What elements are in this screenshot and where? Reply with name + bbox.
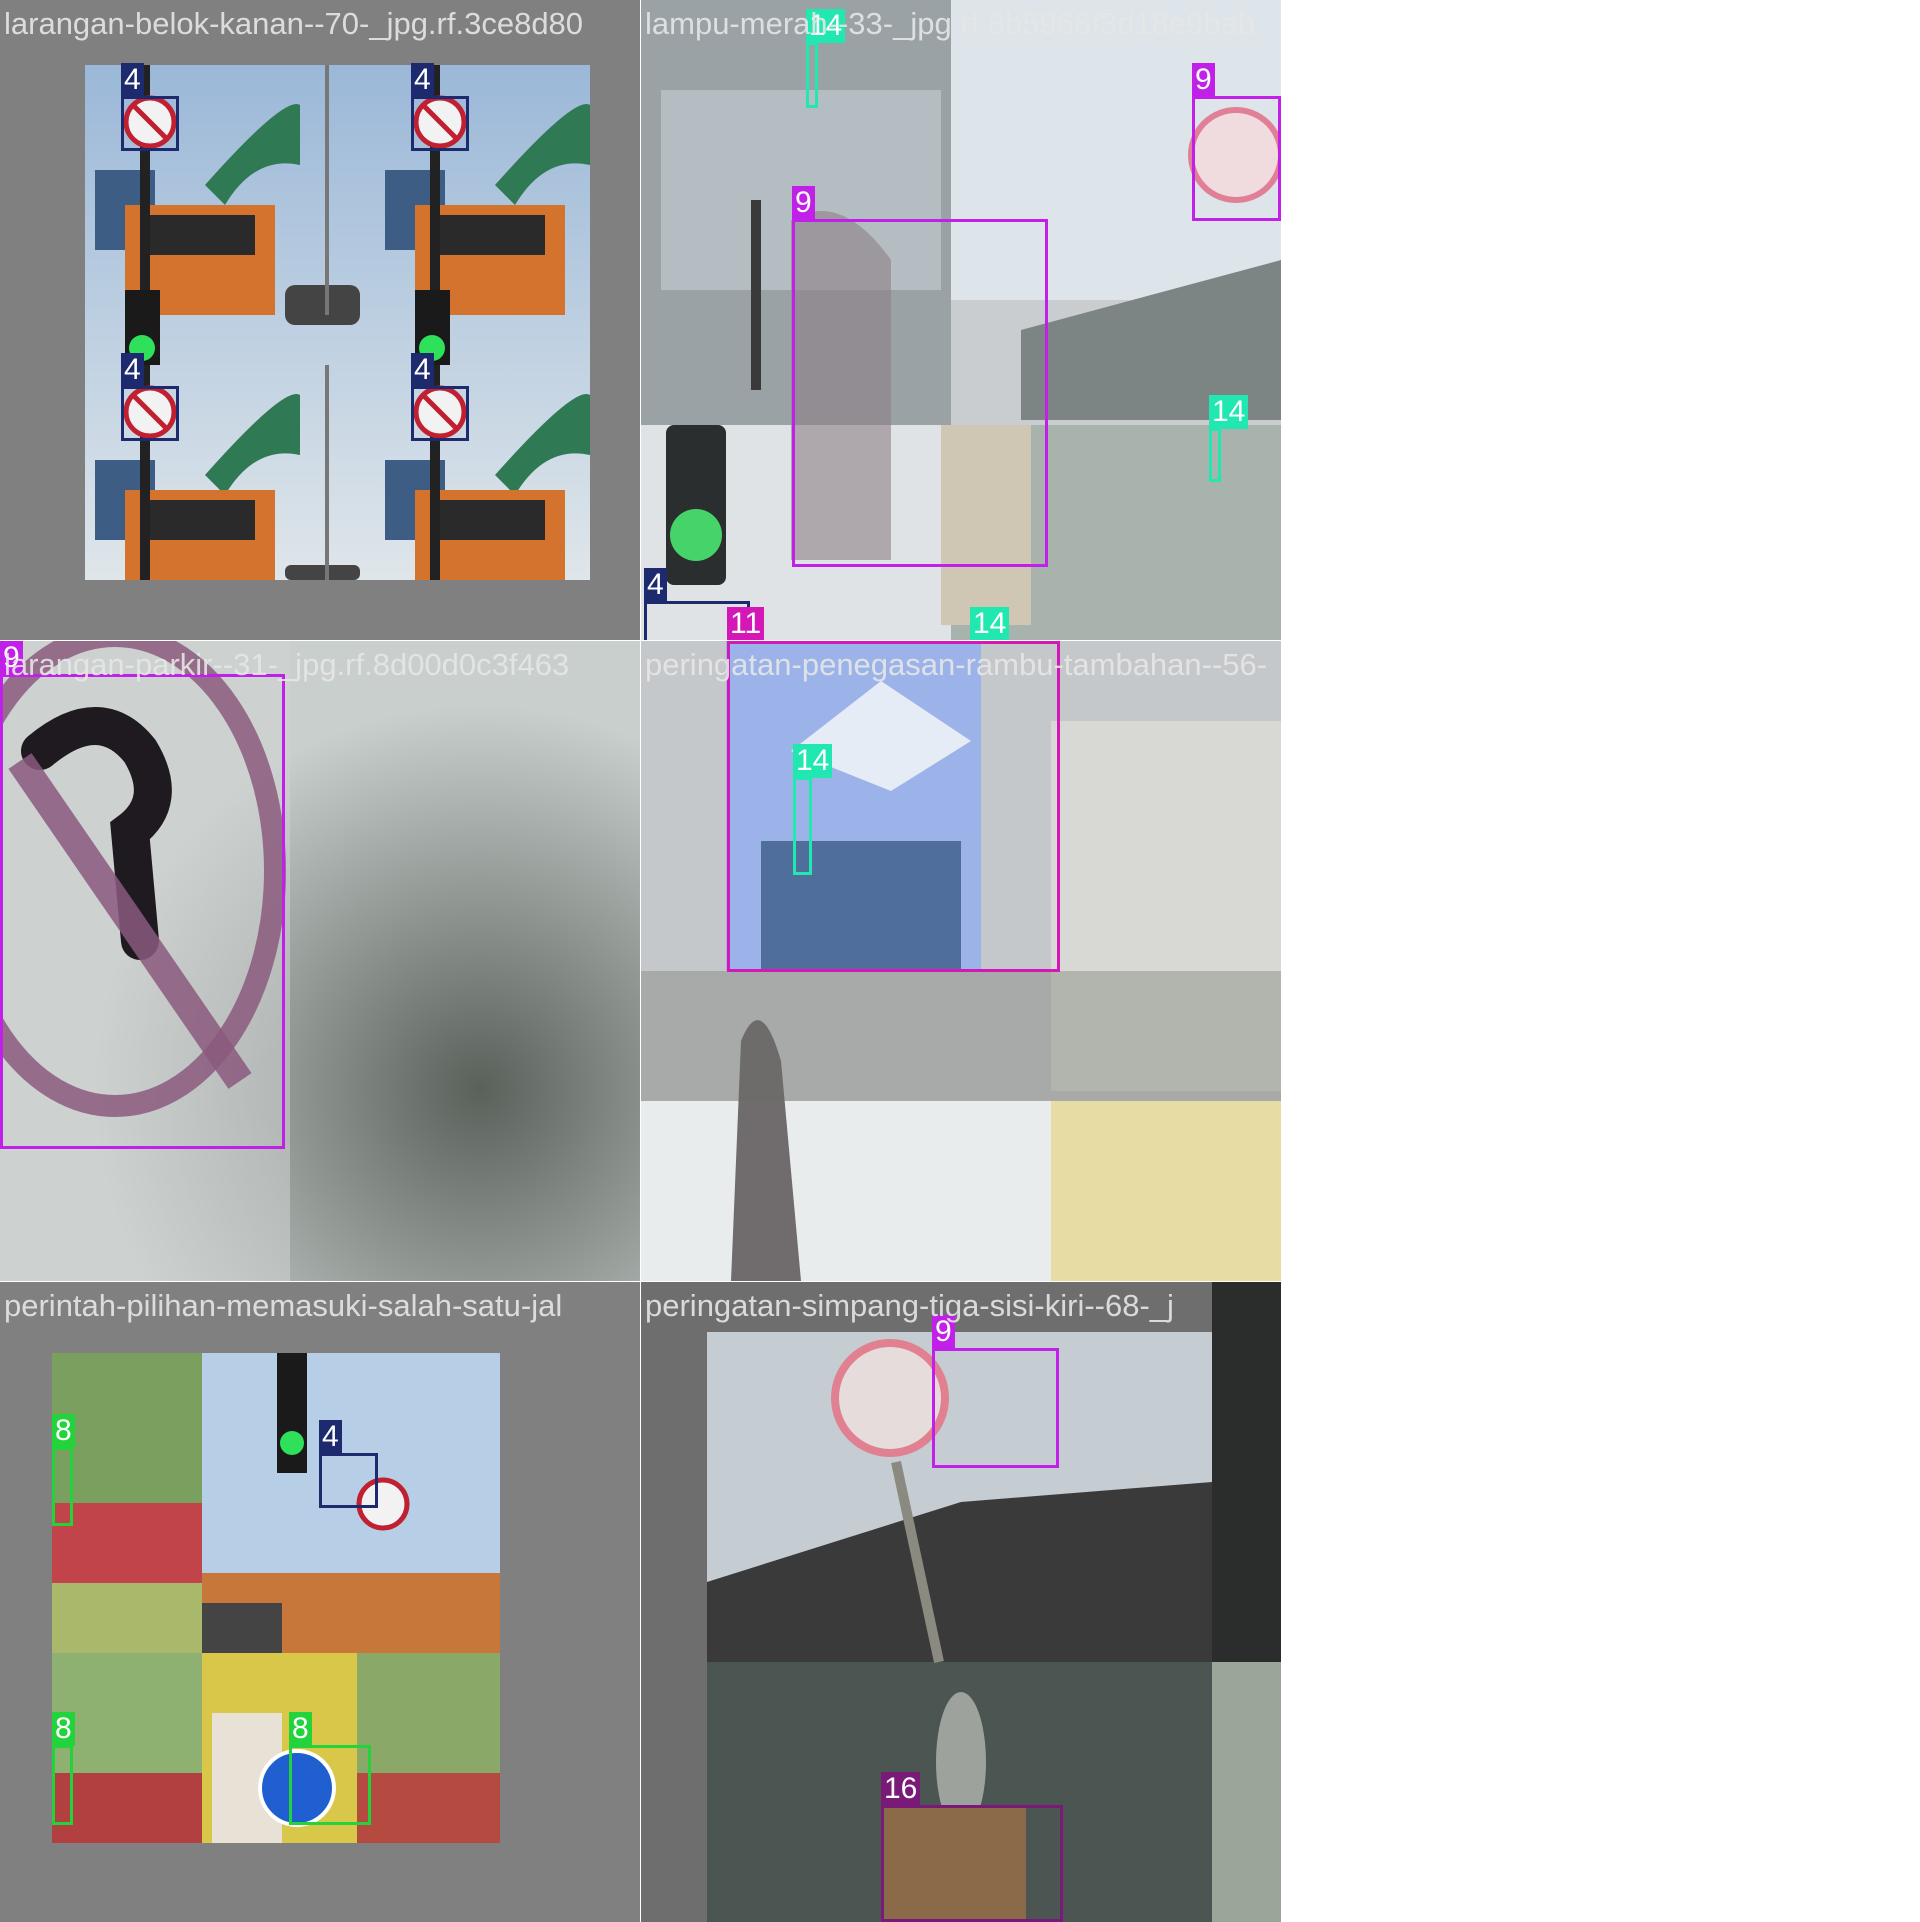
- detection-box-class-14: 14: [806, 9, 846, 108]
- box-label: 14: [793, 744, 833, 778]
- box-label: 9: [1192, 63, 1215, 97]
- tile-title: larangan-parkir--31-_jpg.rf.8d00d0c3f463: [4, 647, 570, 682]
- box-label: 8: [52, 1414, 75, 1448]
- tile-title: perintah-pilihan-memasuki-salah-satu-jal: [4, 1288, 563, 1323]
- roundabout-sign-photo-mosaic: [52, 1353, 500, 1843]
- mosaic-tile-6: peringatan-simpang-tiga-sisi-kiri--68-_j…: [641, 1282, 1281, 1922]
- box-label: 9: [792, 186, 815, 220]
- box-label: 8: [289, 1712, 312, 1746]
- box-label: 14: [1209, 395, 1249, 429]
- mosaic-tile-4: peringatan-penegasan-rambu-tambahan--56-…: [641, 641, 1281, 1281]
- box-label: 4: [121, 63, 144, 97]
- box-label: 4: [411, 63, 434, 97]
- mosaic-tile-5: perintah-pilihan-memasuki-salah-satu-jal…: [0, 1282, 640, 1922]
- box-label: 16: [881, 1772, 921, 1806]
- detection-box-class-4: 4: [411, 63, 469, 151]
- wall-sign-photo-mosaic: [641, 1282, 1281, 1922]
- box-label: 11: [727, 607, 765, 640]
- detection-box-class-4: 4: [121, 353, 179, 441]
- box-label: 8: [52, 1712, 75, 1746]
- detection-box-class-4: 4: [121, 63, 179, 151]
- tile-title: larangan-belok-kanan--70-_jpg.rf.3ce8d80: [4, 6, 584, 41]
- truck-street-photo-mosaic: [85, 65, 590, 580]
- detection-box-class-14: 14: [793, 744, 833, 875]
- mosaic-tile-1: larangan-belok-kanan--70-_jpg.rf.3ce8d80: [0, 0, 640, 640]
- tile-title: peringatan-simpang-tiga-sisi-kiri--68-_j: [645, 1288, 1174, 1323]
- mosaic-tile-3: larangan-parkir--31-_jpg.rf.8d00d0c3f463…: [0, 641, 640, 1281]
- detection-box-class-4: 4: [644, 568, 750, 640]
- detection-box-class-8: 8: [289, 1712, 371, 1825]
- box-label: 4: [644, 568, 667, 602]
- zoomed-no-parking-sign-photo: [0, 641, 640, 1281]
- mosaic-tile-2: lampu-merah--33-_jpg.rf.8b5968f3d18e9bab…: [641, 0, 1281, 640]
- box-label: 9: [0, 641, 23, 675]
- detection-box-class-4: 4: [319, 1420, 378, 1508]
- detection-box-class-9: 9: [932, 1315, 1059, 1468]
- box-label: 4: [121, 353, 144, 387]
- box-label: 9: [932, 1315, 955, 1349]
- faded-street-photo-mosaic: [641, 0, 1281, 640]
- box-label: 4: [319, 1420, 342, 1454]
- box-label: 14: [806, 9, 846, 43]
- detection-box-class-9: 9: [0, 641, 285, 1149]
- detection-box-class-9: 9: [792, 186, 1048, 567]
- detection-box-class-8: 8: [52, 1414, 75, 1526]
- detection-box-class-14: 14: [1209, 395, 1249, 482]
- detection-box-class-11: [727, 641, 1060, 972]
- box-label: 4: [411, 353, 434, 387]
- detection-box-class-16: 16: [881, 1772, 1063, 1922]
- detection-box-class-8: 8: [52, 1712, 75, 1825]
- tile-title: peringatan-penegasan-rambu-tambahan--56-: [645, 647, 1268, 682]
- detection-box-class-4: 4: [411, 353, 469, 441]
- detection-box-class-9: 9: [1192, 63, 1281, 221]
- tile-title: lampu-merah--33-_jpg.rf.8b5968f3d18e9bab: [645, 6, 1256, 41]
- box-label: 14: [970, 607, 1010, 640]
